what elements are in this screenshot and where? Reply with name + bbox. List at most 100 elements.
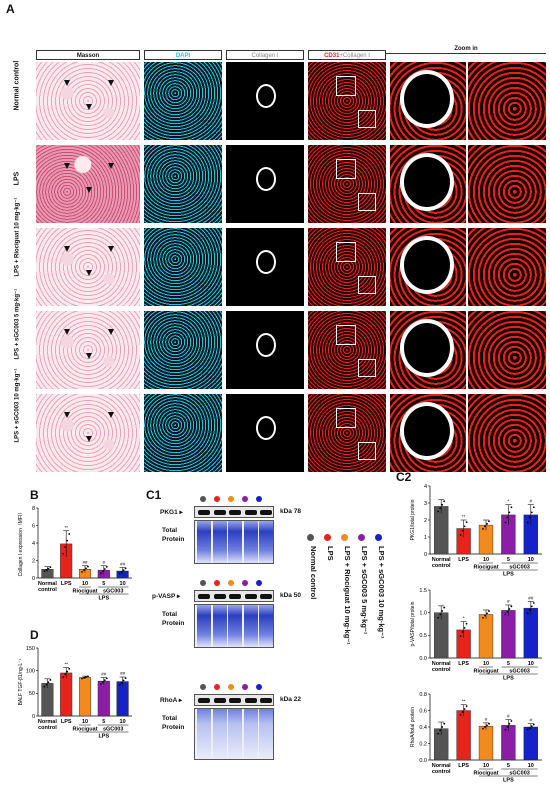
- y-tick-label: 50: [29, 691, 35, 697]
- protein-lane: [259, 605, 273, 647]
- data-point: [510, 605, 513, 608]
- significance-label: ##: [82, 560, 88, 565]
- data-point: [508, 723, 511, 725]
- blot-band: [244, 510, 257, 515]
- arrow-icon: [108, 412, 114, 418]
- data-point: [437, 732, 440, 735]
- lane-marker-dot: [242, 684, 248, 690]
- cd31-collagen-image: [308, 228, 386, 306]
- bar: [41, 683, 54, 717]
- data-point: [62, 676, 65, 678]
- protein-lane: [243, 605, 258, 647]
- data-point: [459, 635, 462, 637]
- y-axis-label: RhoA/total protein: [410, 707, 416, 747]
- data-point: [49, 679, 52, 681]
- data-point: [443, 722, 446, 725]
- group-label-riociguat: Riociguat: [72, 589, 97, 595]
- y-axis-label: p-VASP/total protein: [410, 601, 416, 646]
- lane-marker-dot: [228, 496, 234, 502]
- blot-band-strip: [194, 694, 274, 706]
- data-point: [68, 667, 71, 670]
- x-tick-label: Normal: [38, 581, 57, 587]
- collagen-image: [226, 62, 304, 140]
- arrow-icon: [108, 329, 114, 335]
- blot-band-strip: [194, 506, 274, 518]
- arrow-icon: [64, 329, 70, 335]
- legend-dot: [375, 534, 382, 541]
- arrow-icon: [108, 80, 114, 86]
- x-tick-label: 5: [102, 719, 105, 725]
- vessel-lumen: [400, 319, 454, 377]
- data-point: [85, 676, 87, 679]
- data-point: [439, 729, 442, 732]
- vessel-collagen: [256, 250, 276, 274]
- total-protein-label: Total Protein: [162, 715, 185, 731]
- y-tick-label: 1: [424, 535, 427, 541]
- data-point: [47, 567, 50, 570]
- x-tick-label: Normal: [432, 557, 451, 563]
- x-tick-label: 10: [82, 581, 88, 587]
- protein-lane: [197, 709, 211, 759]
- group-label-lps: LPS: [503, 572, 514, 578]
- dapi-image: [144, 311, 222, 389]
- y-tick-label: 2: [32, 558, 35, 564]
- y-tick-label: 8: [32, 506, 35, 512]
- data-point: [526, 521, 529, 524]
- significance-label: ##: [101, 671, 107, 676]
- data-point: [463, 525, 466, 528]
- y-axis-label: Collagen I expression（MFI）: [18, 510, 24, 577]
- zoom-box: [336, 242, 356, 262]
- lane-marker-dot: [242, 496, 248, 502]
- zoom-box: [358, 359, 376, 377]
- data-point: [43, 685, 46, 688]
- group-label-lps: LPS: [98, 596, 109, 602]
- data-point: [120, 681, 123, 684]
- legend-label: LPS + Riociguat 10 mg·kg⁻¹: [343, 546, 352, 645]
- data-point: [465, 521, 468, 524]
- zoom-image-1: [390, 311, 466, 389]
- significance-label: #: [507, 714, 510, 719]
- x-tick-label: 10: [483, 763, 489, 769]
- vessel-lumen: [400, 402, 454, 460]
- data-point: [437, 616, 440, 619]
- group-label-riociguat: Riociguat: [473, 771, 498, 777]
- row-label: LPS + Riociguat 10 mg·kg⁻¹: [14, 197, 21, 277]
- data-point: [441, 503, 444, 506]
- data-point: [461, 631, 464, 633]
- panel-a-letter: A: [6, 2, 15, 16]
- blot-band: [260, 594, 272, 599]
- lane-marker-dot: [200, 684, 206, 690]
- x-tick-label: control: [38, 587, 57, 593]
- protein-lane: [228, 521, 242, 563]
- bar: [523, 607, 538, 659]
- zoom-image-2: [468, 311, 546, 389]
- panel-d-letter: D: [30, 628, 39, 642]
- data-point: [118, 684, 121, 686]
- zoom-image-1: [390, 145, 466, 223]
- significance-label: **: [64, 525, 68, 530]
- data-point: [85, 567, 87, 570]
- data-point: [105, 565, 108, 568]
- significance-label: #: [530, 499, 533, 504]
- masson-image: [36, 62, 140, 140]
- legend-dot: [341, 534, 348, 541]
- protein-label: PKG1 ▸: [160, 509, 183, 516]
- data-point: [528, 726, 531, 729]
- y-tick-label: 0.2: [419, 741, 427, 747]
- data-point: [81, 677, 83, 680]
- data-point: [488, 520, 490, 523]
- x-tick-label: Normal: [432, 763, 451, 769]
- x-tick-label: 10: [120, 719, 126, 725]
- zoom-image-2: [468, 145, 546, 223]
- lane-marker-dot: [200, 496, 206, 502]
- data-point: [530, 605, 533, 608]
- data-point: [482, 528, 484, 530]
- x-tick-label: control: [432, 563, 451, 569]
- data-point: [508, 511, 511, 514]
- collagen-image: [226, 394, 304, 472]
- group-label-lps: LPS: [503, 778, 514, 784]
- vessel-collagen: [256, 84, 276, 108]
- data-point: [437, 510, 440, 513]
- data-point: [101, 681, 104, 683]
- significance-label: ##: [120, 562, 126, 567]
